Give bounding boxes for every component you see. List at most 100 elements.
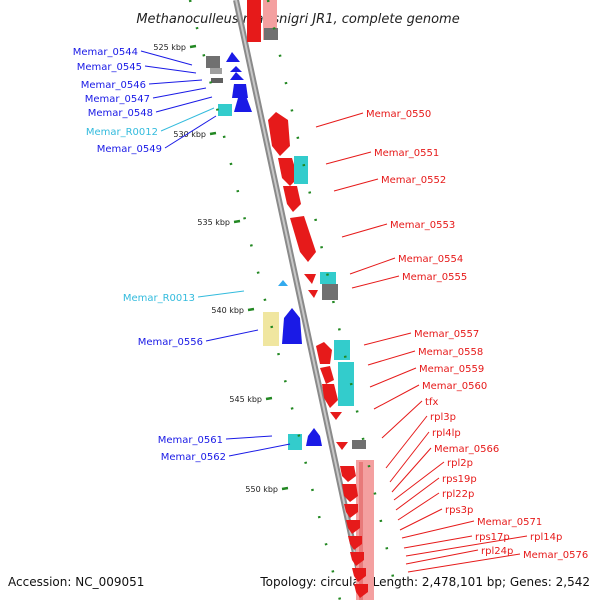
- gene-arrow[interactable]: [344, 504, 358, 518]
- gene-arrow[interactable]: [346, 520, 360, 534]
- rna-feature[interactable]: [294, 156, 308, 184]
- ruler-tick: [189, 44, 197, 49]
- gene-label-right[interactable]: Memar_0558: [418, 347, 483, 358]
- gene-label-right[interactable]: Memar_0554: [398, 254, 463, 265]
- gene-label-right[interactable]: rpl24p: [481, 546, 513, 557]
- gene-label-left[interactable]: Memar_0547: [85, 94, 150, 105]
- gene-label-left[interactable]: Memar_0561: [158, 435, 223, 446]
- map-title: Methanoculleus marisnigri JR1, complete …: [136, 12, 459, 27]
- ruler-tick-label: 550 kbp: [245, 485, 278, 494]
- gene-label-right[interactable]: Memar_0553: [390, 220, 455, 231]
- label-leader-line: [148, 79, 203, 85]
- gene-arrow[interactable]: [211, 78, 223, 83]
- gene-arrow[interactable]: [268, 112, 290, 156]
- gene-arrow[interactable]: [230, 72, 244, 80]
- gene-label-right[interactable]: rps3p: [445, 505, 473, 516]
- gene-arrow[interactable]: [320, 366, 334, 384]
- label-leader-line: [385, 415, 428, 469]
- gene-arrow[interactable]: [230, 66, 242, 72]
- rna-feature[interactable]: [288, 434, 302, 450]
- gene-label-right[interactable]: Memar_0550: [366, 109, 431, 120]
- gene-label-right[interactable]: Memar_0566: [434, 444, 499, 455]
- rna-feature[interactable]: [334, 340, 350, 360]
- gene-arrow[interactable]: [304, 274, 316, 284]
- gene-arrow[interactable]: [354, 584, 368, 598]
- gene-label-right[interactable]: Memar_0557: [414, 329, 479, 340]
- gene-arrow[interactable]: [247, 0, 261, 42]
- gene-label-left[interactable]: Memar_0546: [81, 80, 146, 91]
- gene-label-right[interactable]: Memar_0576: [523, 550, 588, 561]
- gene-arrow[interactable]: [350, 552, 364, 566]
- label-leader-line: [225, 435, 273, 440]
- left-gene-labels: Memar_0544 Memar_0545 Memar_0546 Memar_0547…: [73, 47, 291, 463]
- gene-label-left[interactable]: Memar_0562: [161, 452, 226, 463]
- pseudo-gene[interactable]: [263, 312, 279, 346]
- rna-feature[interactable]: [338, 362, 354, 406]
- gene-label-right[interactable]: rpl3p: [430, 412, 456, 423]
- label-leader-line: [389, 431, 430, 483]
- gene-label-left[interactable]: Memar_0549: [97, 144, 162, 155]
- gene-arrow[interactable]: [322, 384, 338, 408]
- ruler-tick-label: 525 kbp: [153, 43, 186, 52]
- gene-label-right[interactable]: rpl4lp: [432, 428, 461, 439]
- label-leader-line: [341, 223, 388, 238]
- gene-arrow[interactable]: [322, 284, 338, 300]
- rna-feature[interactable]: [218, 104, 232, 116]
- ruler: 525 kbp 530 kbp 535 kbp 540 kbp 545 kbp 550 k…: [153, 0, 400, 600]
- gene-label-right[interactable]: rpl14p: [530, 532, 562, 543]
- gene-label-left[interactable]: Memar_0548: [88, 108, 153, 119]
- gene-arrow[interactable]: [226, 52, 240, 62]
- rna-feature[interactable]: [278, 280, 288, 286]
- gene-label-right[interactable]: Memar_0551: [374, 148, 439, 159]
- gene-arrow[interactable]: [206, 56, 220, 68]
- right-gene-labels: Memar_0550 Memar_0551 Memar_0552 Memar_0553…: [315, 109, 588, 573]
- gene-arrow[interactable]: [352, 568, 366, 582]
- gene-label-right[interactable]: rps19p: [442, 474, 477, 485]
- gene-label-left[interactable]: Memar_R0012: [86, 127, 158, 138]
- gene-arrow[interactable]: [234, 96, 252, 112]
- topology-text: Topology: circular; Length: 2,478,101 bp…: [259, 575, 590, 589]
- gene-arrow[interactable]: [342, 484, 358, 502]
- gene-arrow[interactable]: [330, 412, 342, 420]
- label-leader-line: [397, 492, 440, 521]
- gene-label-right[interactable]: Memar_0552: [381, 175, 446, 186]
- gene-label-right[interactable]: Memar_0560: [422, 381, 487, 392]
- gene-arrow[interactable]: [340, 466, 356, 482]
- gene-label-right[interactable]: Memar_0571: [477, 517, 542, 528]
- gene-arrow[interactable]: [290, 216, 316, 262]
- gene-arrow[interactable]: [308, 290, 318, 298]
- gene-arrow[interactable]: [348, 536, 362, 550]
- label-leader-line: [401, 520, 475, 539]
- gene-label-right[interactable]: tfx: [425, 397, 438, 408]
- gene-label-right[interactable]: Memar_0555: [402, 272, 467, 283]
- ruler-tick-label: 545 kbp: [229, 395, 262, 404]
- gene-arrow[interactable]: [278, 158, 298, 186]
- label-leader-line: [325, 151, 372, 165]
- gene-label-left[interactable]: Memar_0545: [77, 62, 142, 73]
- rna-feature[interactable]: [320, 272, 336, 284]
- genome-backbone: [233, 0, 368, 600]
- gene-label-left[interactable]: Memar_0556: [138, 337, 203, 348]
- label-leader-line: [197, 290, 245, 298]
- gene-arrow[interactable]: [264, 28, 278, 40]
- gene-label-right[interactable]: rps17p: [475, 532, 510, 543]
- gene-arrow[interactable]: [336, 442, 348, 450]
- gene-arrow[interactable]: [306, 428, 322, 446]
- gene-arrow[interactable]: [316, 342, 332, 364]
- gene-label-left[interactable]: Memar_R0013: [123, 293, 195, 304]
- gene-arrow[interactable]: [210, 68, 222, 74]
- label-leader-line: [405, 549, 479, 565]
- gene-arrow[interactable]: [282, 308, 302, 344]
- gene-label-right[interactable]: Memar_0559: [419, 364, 484, 375]
- gene-arrow[interactable]: [352, 440, 366, 449]
- ruler-tick: [247, 307, 255, 312]
- gene-arrow[interactable]: [232, 84, 248, 98]
- label-leader-line: [399, 508, 443, 531]
- label-leader-line: [164, 115, 217, 149]
- gene-arrow[interactable]: [283, 186, 301, 212]
- gene-label-left[interactable]: Memar_0544: [73, 47, 138, 58]
- gene-label-right[interactable]: rpl22p: [442, 489, 474, 500]
- gene-label-right[interactable]: rpl2p: [447, 458, 473, 469]
- label-leader-line: [144, 65, 197, 74]
